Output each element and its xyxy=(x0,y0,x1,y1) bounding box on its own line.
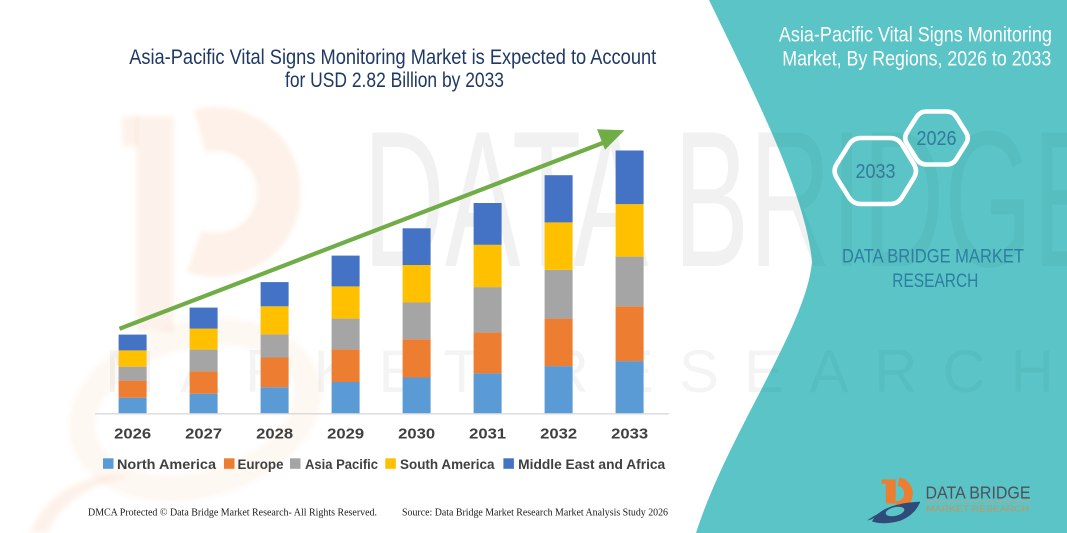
svg-text:2033: 2033 xyxy=(856,161,896,183)
svg-text:2026: 2026 xyxy=(917,128,957,150)
svg-text:Asia-Pacific Vital Signs Monit: Asia-Pacific Vital Signs Monitoring Mark… xyxy=(129,46,656,69)
svg-text:for USD 2.82 Billion by 2033: for USD 2.82 Billion by 2033 xyxy=(285,69,504,92)
svg-text:2027: 2027 xyxy=(185,426,222,443)
svg-text:North America: North America xyxy=(117,457,217,472)
svg-text:2028: 2028 xyxy=(256,426,293,443)
svg-text:Middle East and Africa: Middle East and Africa xyxy=(518,457,666,472)
svg-text:2026: 2026 xyxy=(114,426,151,443)
svg-text:Asia-Pacific Vital Signs Monit: Asia-Pacific Vital Signs Monitoring xyxy=(779,24,1052,47)
svg-text:RESEARCH: RESEARCH xyxy=(892,271,978,292)
svg-text:Asia Pacific: Asia Pacific xyxy=(305,457,378,472)
svg-text:South America: South America xyxy=(400,457,495,472)
svg-text:DATA BRIDGE MARKET: DATA BRIDGE MARKET xyxy=(842,247,1024,268)
svg-text:2031: 2031 xyxy=(469,426,506,443)
svg-text:Europe: Europe xyxy=(238,457,284,472)
svg-text:2033: 2033 xyxy=(611,426,648,443)
svg-text:MARKET RESEARCH: MARKET RESEARCH xyxy=(926,504,1029,514)
svg-text:2029: 2029 xyxy=(327,426,364,443)
svg-text:DMCA Protected © Data Bridge M: DMCA Protected © Data Bridge Market Rese… xyxy=(88,508,377,519)
svg-text:2032: 2032 xyxy=(540,426,577,443)
svg-text:2030: 2030 xyxy=(398,426,435,443)
svg-text:Market, By Regions, 2026 to 20: Market, By Regions, 2026 to 2033 xyxy=(782,48,1051,71)
svg-text:DATA BRIDGE: DATA BRIDGE xyxy=(926,482,1031,502)
svg-text:Source: Data Bridge Market Res: Source: Data Bridge Market Research Mark… xyxy=(402,508,668,519)
